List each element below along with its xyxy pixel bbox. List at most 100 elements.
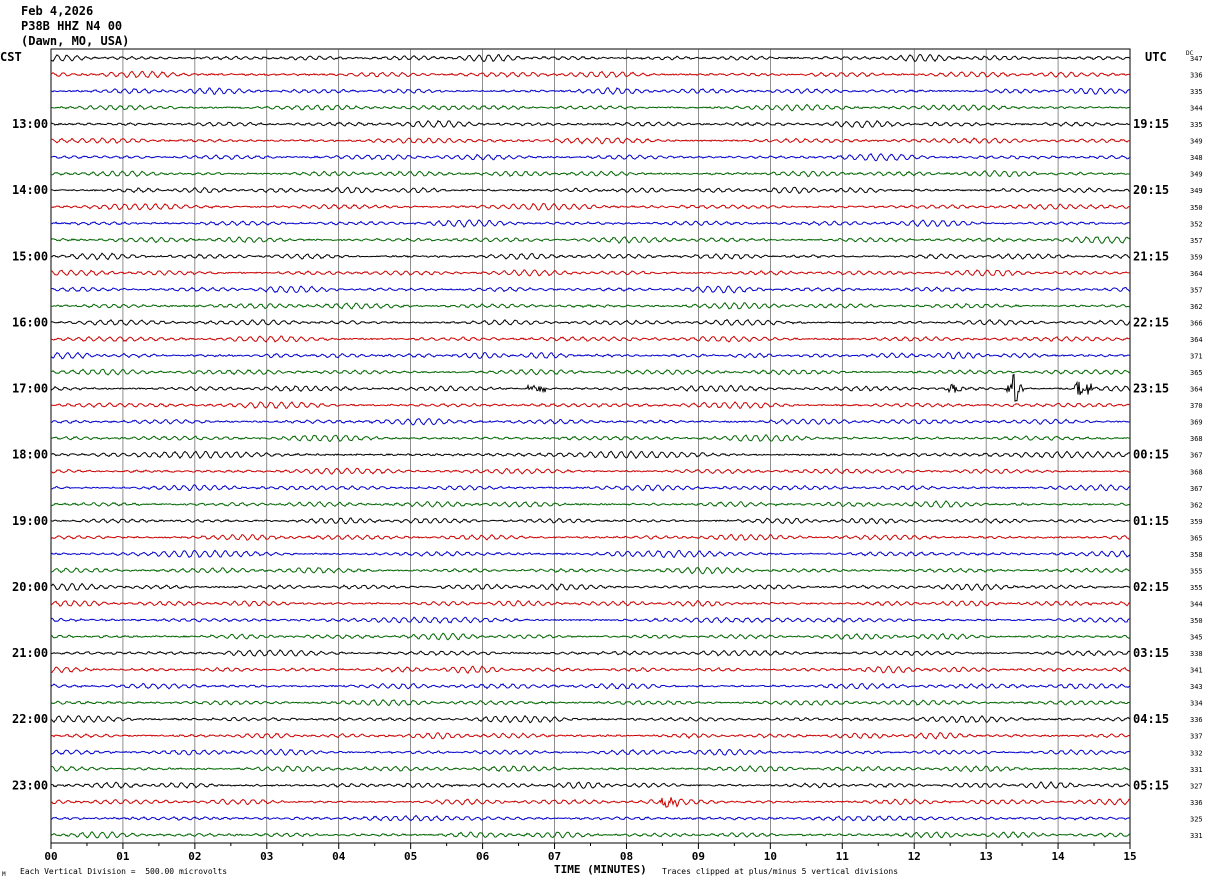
- trace-line: [51, 418, 1131, 426]
- right-hour-label: 02:15: [1133, 580, 1169, 594]
- trace-line: [50, 797, 1131, 808]
- x-tick-label: 04: [332, 850, 346, 863]
- dc-offset-label: 343: [1190, 683, 1203, 691]
- dc-offset-label: 358: [1190, 551, 1203, 559]
- trace-line: [50, 53, 1131, 63]
- dc-offset-label: 369: [1190, 419, 1203, 427]
- header-station: P38B HHZ N4 00: [21, 19, 123, 33]
- trace-line: [50, 714, 1131, 724]
- left-hour-label: 14:00: [12, 183, 48, 197]
- x-tick-label: 06: [476, 850, 490, 863]
- header-date: Feb 4,2026: [21, 4, 94, 18]
- dc-offset-label: 336: [1190, 799, 1203, 807]
- left-hour-label: 16:00: [12, 315, 48, 329]
- trace-line: [50, 373, 1131, 402]
- x-tick-label: 00: [44, 850, 57, 863]
- x-tick-label: 08: [620, 850, 633, 863]
- trace-line: [50, 632, 1131, 641]
- x-axis-title: TIME (MINUTES): [554, 863, 647, 876]
- dc-offset-label: 357: [1190, 286, 1203, 294]
- trace-line: [50, 616, 1131, 624]
- trace-line: [50, 136, 1131, 145]
- left-hour-label: 18:00: [12, 448, 48, 462]
- dc-offset-label: 359: [1190, 253, 1203, 261]
- left-hour-label: 23:00: [12, 778, 48, 792]
- trace-line: [50, 781, 1131, 790]
- right-hour-label: 01:15: [1133, 514, 1169, 528]
- trace-line: [50, 533, 1131, 541]
- dc-offset-label: 362: [1190, 501, 1203, 509]
- dc-offset-label: 355: [1190, 584, 1203, 592]
- dc-offset-label: 338: [1190, 650, 1203, 658]
- dc-offset-label: 367: [1190, 452, 1203, 460]
- trace-line: [50, 87, 1131, 96]
- trace-line: [50, 433, 1131, 443]
- trace-line: [50, 500, 1131, 508]
- dc-offset-label: 364: [1190, 336, 1203, 344]
- right-hour-label: 04:15: [1133, 712, 1169, 726]
- trace-line: [50, 814, 1131, 822]
- dc-offset-label: 349: [1190, 171, 1203, 179]
- dc-offset-label: 335: [1190, 121, 1203, 129]
- dc-offset-label: 350: [1190, 204, 1203, 212]
- right-hour-label: 03:15: [1133, 646, 1169, 660]
- x-tick-label: 07: [548, 850, 561, 863]
- trace-line: [50, 302, 1131, 310]
- dc-offset-label: 332: [1190, 749, 1203, 757]
- trace-line: [50, 335, 1130, 343]
- trace-line: [51, 252, 1131, 261]
- trace-line: [50, 566, 1130, 575]
- trace-line: [50, 152, 1131, 162]
- left-hour-label: 15:00: [12, 249, 48, 263]
- trace-line: [50, 731, 1131, 740]
- left-hour-label: 19:00: [12, 514, 48, 528]
- corner-mark: M: [2, 871, 6, 878]
- dc-offset-label: 331: [1190, 766, 1203, 774]
- x-tick-label: 09: [692, 850, 705, 863]
- left-hour-label: 20:00: [12, 580, 48, 594]
- x-tick-label: 12: [908, 850, 921, 863]
- dc-offset-label: 336: [1190, 716, 1203, 724]
- dc-offset-label: 337: [1190, 733, 1203, 741]
- dc-offset-label: 336: [1190, 72, 1203, 80]
- trace-line: [50, 318, 1131, 326]
- dc-offset-label: 344: [1190, 105, 1203, 113]
- dc-offset-label: 364: [1190, 270, 1203, 278]
- trace-line: [50, 599, 1131, 607]
- dc-offset-label: 352: [1190, 220, 1203, 228]
- left-hour-label: 13:00: [12, 117, 48, 131]
- trace-line: [50, 698, 1131, 707]
- dc-offset-label: 327: [1190, 782, 1203, 790]
- dc-offset-label: 331: [1190, 832, 1203, 840]
- dc-offset-label: 365: [1190, 369, 1203, 377]
- right-hour-label: 00:15: [1133, 448, 1169, 462]
- dc-offset-label: 341: [1190, 667, 1203, 675]
- right-hour-label: 19:15: [1133, 117, 1169, 131]
- trace-line: [50, 582, 1131, 592]
- dc-offset-label: 357: [1190, 237, 1203, 245]
- dc-offset-label: 364: [1190, 386, 1203, 394]
- left-hour-label: 22:00: [12, 712, 48, 726]
- x-tick-label: 01: [116, 850, 130, 863]
- trace-line: [50, 484, 1131, 492]
- x-tick-label: 02: [188, 850, 201, 863]
- trace-line: [50, 682, 1131, 690]
- right-hour-label: 05:15: [1133, 778, 1169, 792]
- trace-line: [50, 764, 1131, 773]
- dc-offset-label: 368: [1190, 435, 1203, 443]
- dc-offset-label: 350: [1190, 617, 1203, 625]
- dc-offset-label: 368: [1190, 468, 1203, 476]
- trace-line: [50, 186, 1130, 194]
- x-tick-label: 13: [980, 850, 993, 863]
- dc-offset-label: 335: [1190, 88, 1203, 96]
- trace-line: [50, 219, 1131, 228]
- dc-offset-label: 371: [1190, 353, 1203, 361]
- trace-line: [50, 831, 1131, 839]
- trace-line: [50, 70, 1131, 79]
- trace-line: [50, 170, 1130, 178]
- scale-note: Each Vertical Division = 500.00 microvol…: [20, 867, 228, 876]
- dc-offset-label: 359: [1190, 518, 1203, 526]
- x-tick-label: 15: [1123, 850, 1136, 863]
- trace-line: [50, 236, 1131, 244]
